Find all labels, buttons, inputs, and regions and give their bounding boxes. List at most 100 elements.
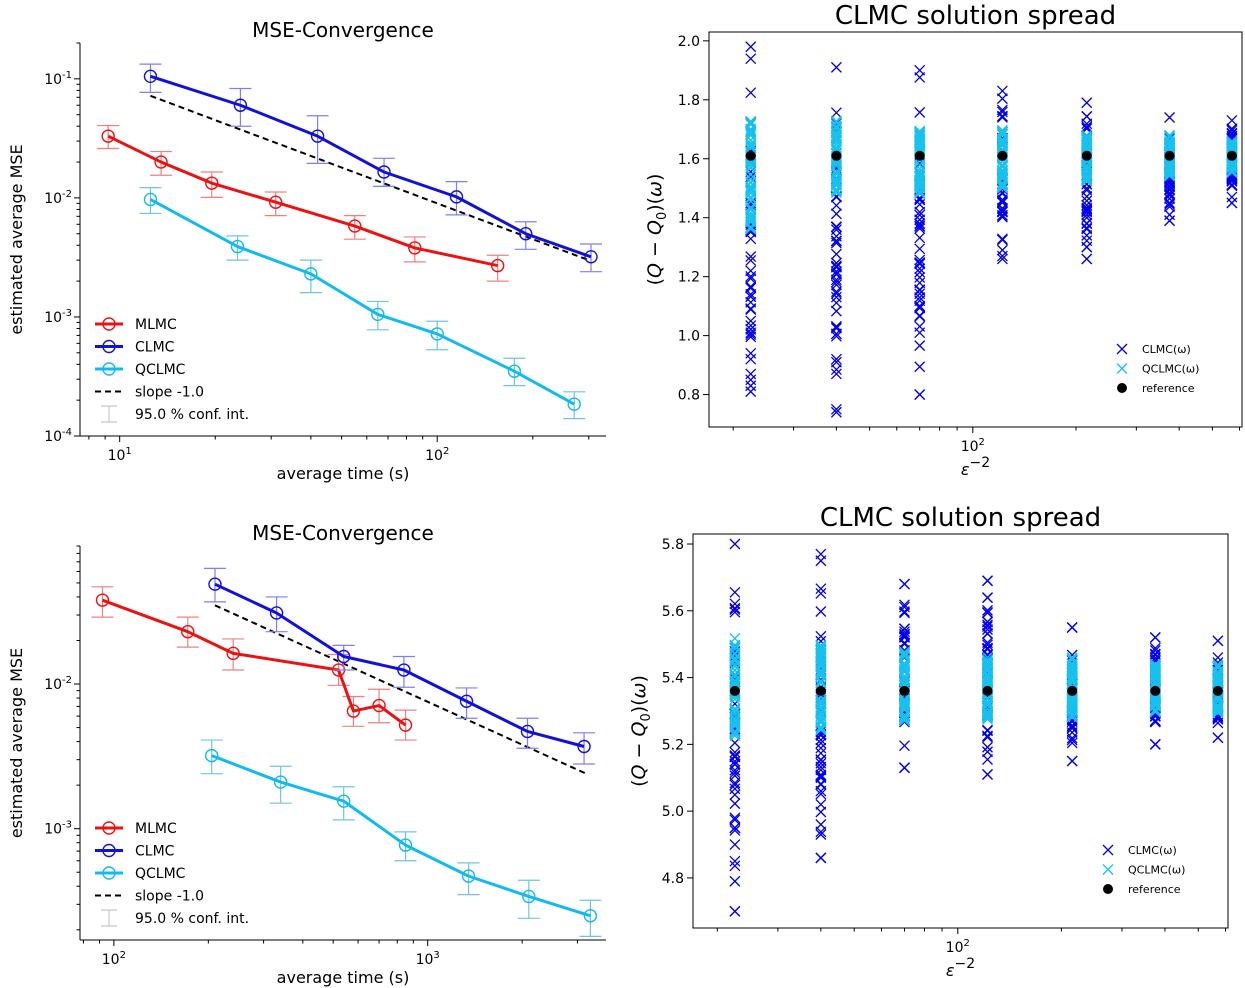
- y-tick-label: 10-2: [44, 189, 72, 207]
- clmc-sample: [815, 772, 827, 784]
- reference-point: [899, 685, 910, 696]
- y-tick-label: 1.6: [678, 152, 700, 168]
- clmc-sample: [1149, 716, 1161, 728]
- clmc-sample: [899, 628, 910, 640]
- y-axis-label: (Q − Q0)(ω): [644, 174, 670, 286]
- clmc-sample: [1066, 732, 1078, 744]
- clmc-sample: [729, 755, 741, 767]
- qclmc-sample: [1212, 700, 1224, 712]
- clmc-sample: [899, 623, 910, 635]
- clmc-sample: [745, 386, 757, 398]
- qclmc-sample: [1081, 136, 1093, 148]
- clmc-sample: [1164, 112, 1176, 123]
- clmc-sample: [1081, 121, 1093, 133]
- qclmc-sample: [729, 728, 741, 740]
- x-tick-label: 102: [946, 938, 970, 956]
- qclmc-sample: [729, 693, 741, 705]
- qclmc-sample: [914, 165, 926, 177]
- reference-point: [745, 150, 756, 161]
- reference-point: [1226, 150, 1237, 161]
- clmc-sample: [1226, 123, 1238, 135]
- series-line: [149, 198, 575, 406]
- clmc-sample: [982, 741, 993, 753]
- data-point: [304, 267, 318, 281]
- qclmc-sample: [982, 712, 993, 724]
- y-tick-label: 1.8: [678, 93, 700, 109]
- clmc-sample: [815, 630, 827, 642]
- series-line: [214, 582, 585, 748]
- clmc-sample: [729, 875, 741, 887]
- clmc-sample: [1066, 722, 1078, 734]
- data-point: [567, 397, 581, 411]
- y-axis-label: estimated average MSE: [7, 144, 26, 334]
- qclmc-sample: [1226, 161, 1238, 173]
- data-point: [430, 327, 444, 341]
- qclmc-sample: [982, 656, 993, 668]
- clmc-sample: [1164, 180, 1176, 192]
- clmc-sample: [982, 746, 993, 758]
- qclmc-sample: [982, 663, 993, 675]
- clmc-sample: [914, 327, 926, 339]
- qclmc-sample: [745, 223, 757, 235]
- clmc-sample: [729, 839, 741, 850]
- clmc-sample: [1164, 209, 1176, 221]
- clmc-sample: [914, 263, 926, 275]
- clmc-sample: [729, 767, 741, 779]
- y-tick-label: 10-2: [44, 675, 72, 693]
- y-tick-label: 10-4: [44, 427, 72, 445]
- qclmc-sample: [745, 125, 757, 137]
- series-mlmc: [97, 124, 509, 282]
- clmc-sample: [815, 761, 827, 773]
- clmc-sample: [745, 87, 757, 99]
- clmc-sample: [830, 107, 842, 119]
- clmc-sample: [815, 742, 827, 754]
- clmc-sample: [729, 822, 741, 834]
- qclmc-sample: [996, 169, 1008, 181]
- qclmc-sample: [1212, 668, 1224, 680]
- qclmc-sample: [1212, 670, 1224, 682]
- data-point: [208, 577, 222, 591]
- qclmc-sample: [899, 651, 910, 663]
- clmc-sample: [914, 206, 926, 218]
- clmc-sample: [914, 198, 926, 210]
- clmc-sample: [830, 330, 842, 342]
- clmc-sample: [1149, 642, 1161, 654]
- data-point: [269, 606, 284, 620]
- clmc-sample: [982, 604, 993, 616]
- clmc-sample: [996, 244, 1008, 256]
- clmc-sample: [914, 266, 926, 278]
- sample-column: [996, 85, 1008, 265]
- y-tick-label: 4.8: [662, 871, 684, 887]
- qclmc-sample: [830, 185, 842, 197]
- x-tick-label: 103: [416, 950, 440, 968]
- clmc-sample: [815, 548, 827, 560]
- qclmc-sample: [982, 672, 993, 683]
- qclmc-sample: [982, 661, 993, 673]
- legend-label: MLMC: [135, 821, 177, 837]
- data-point: [522, 889, 536, 904]
- qclmc-sample: [745, 116, 757, 128]
- x-axis-label: ε−2: [961, 455, 990, 479]
- data-point: [230, 239, 245, 254]
- qclmc-sample: [830, 175, 842, 187]
- qclmc-sample: [1164, 159, 1176, 171]
- clmc-sample: [815, 785, 827, 797]
- qclmc-sample: [830, 132, 842, 143]
- y-tick-label: 10-1: [44, 70, 72, 88]
- legend-swatch-reference: [1117, 383, 1127, 393]
- qclmc-sample: [899, 702, 910, 714]
- clmc-sample: [830, 291, 842, 303]
- clmc-sample: [729, 538, 741, 550]
- data-point: [408, 241, 422, 255]
- qclmc-sample: [830, 130, 842, 141]
- qclmc-sample: [729, 725, 741, 737]
- qclmc-sample: [1226, 159, 1238, 171]
- clmc-sample: [729, 855, 741, 867]
- qclmc-sample: [830, 121, 842, 133]
- clmc-sample: [729, 798, 741, 810]
- data-point: [143, 192, 158, 207]
- clmc-sample: [982, 624, 993, 635]
- clmc-sample: [1081, 206, 1093, 218]
- clmc-sample: [914, 361, 926, 373]
